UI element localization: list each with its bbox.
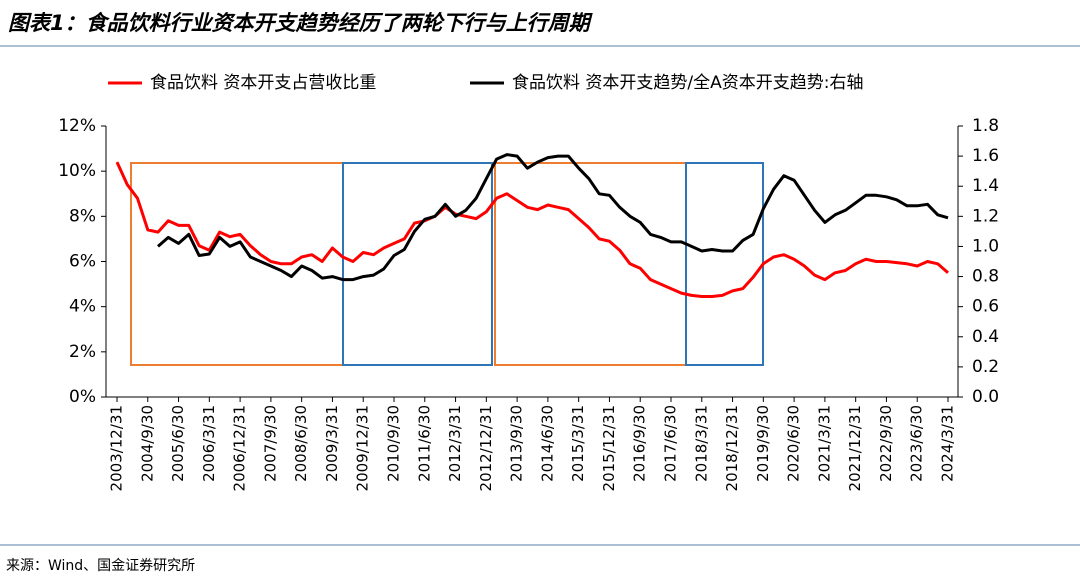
period-boxes [130, 162, 764, 366]
x-tick-label: 2012/3/31 [446, 405, 464, 482]
x-tick-label: 2011/6/30 [415, 405, 433, 482]
x-tick-label: 2021/3/31 [815, 405, 833, 482]
x-tick-label: 2010/9/30 [385, 405, 403, 482]
x-tick-label: 2021/12/31 [846, 405, 864, 491]
x-tick-label: 2019/9/30 [754, 405, 772, 482]
y2-tick-label: 1.2 [972, 206, 999, 226]
x-tick-label: 2023/6/30 [908, 405, 926, 482]
chart-title: 图表1：食品饮料行业资本开支趋势经历了两轮下行与上行周期 [8, 11, 594, 35]
y2-tick-label: 1.0 [972, 236, 999, 256]
legend-label: 食品饮料 资本开支占营收比重 [150, 73, 376, 93]
y-tick-label: 12% [58, 116, 96, 136]
series-line [115, 161, 949, 298]
y-tick-label: 4% [69, 297, 96, 317]
x-tick-label: 2005/6/30 [169, 405, 187, 482]
x-tick-label: 2006/12/31 [231, 405, 249, 491]
x-tick-label: 2013/9/30 [508, 405, 526, 482]
x-tick-label: 2018/12/31 [723, 405, 741, 491]
x-tick-label: 2016/9/30 [631, 405, 649, 482]
x-tick-label: 2003/12/31 [108, 405, 126, 491]
period-box [685, 162, 764, 366]
x-tick-label: 2015/12/31 [600, 405, 618, 491]
y-tick-label: 8% [69, 206, 96, 226]
x-tick-label: 2024/3/31 [939, 405, 957, 482]
y2-tick-label: 1.4 [972, 176, 999, 196]
x-tick-label: 2009/12/31 [354, 405, 372, 491]
x-tick-label: 2007/9/30 [261, 405, 279, 482]
y2-tick-label: 0.8 [972, 267, 999, 287]
period-box [342, 162, 493, 366]
y2-tick-label: 1.6 [972, 146, 999, 166]
series-line [157, 153, 949, 282]
x-tick-label: 2020/6/30 [785, 405, 803, 482]
x-tick-label: 2012/12/31 [477, 405, 495, 491]
legend-label: 食品饮料 资本开支趋势/全A资本开支趋势:右轴 [512, 73, 864, 93]
y-tick-label: 6% [69, 252, 96, 272]
x-tick-label: 2004/9/30 [138, 405, 156, 482]
x-tick-label: 2017/6/30 [662, 405, 680, 482]
y2-tick-label: 0.6 [972, 297, 999, 317]
y-tick-label: 0% [69, 387, 96, 407]
x-tick-label: 2009/3/31 [323, 405, 341, 482]
x-tick-label: 2022/9/30 [877, 405, 895, 482]
y-tick-label: 2% [69, 342, 96, 362]
y-tick-label: 10% [58, 161, 96, 181]
source: 来源：Wind、国金证券研究所 [6, 558, 195, 574]
x-tick-label: 2018/3/31 [692, 405, 710, 482]
y2-tick-label: 0.2 [972, 357, 999, 377]
y2-tick-label: 0.0 [972, 387, 999, 407]
y2-tick-label: 0.4 [972, 327, 999, 347]
period-box [494, 162, 687, 366]
x-tick-label: 2014/6/30 [538, 405, 556, 482]
x-tick-label: 2006/3/31 [200, 405, 218, 482]
y2-tick-label: 1.8 [972, 116, 999, 136]
x-tick-label: 2008/6/30 [292, 405, 310, 482]
period-box [130, 162, 344, 366]
x-tick-label: 2015/3/31 [569, 405, 587, 482]
